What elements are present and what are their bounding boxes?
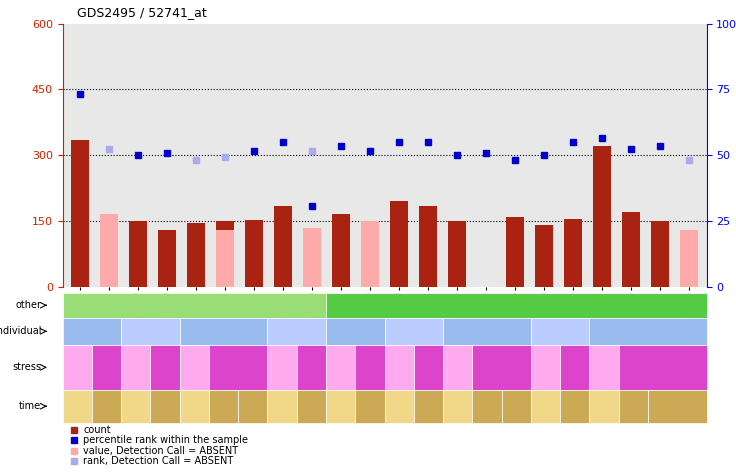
Text: uninju
red: uninju red (183, 358, 206, 377)
Text: 14 d: 14 d (506, 402, 526, 410)
Text: uninju
red: uninju red (270, 358, 294, 377)
Text: value, Detection Call = ABSENT: value, Detection Call = ABSENT (83, 446, 238, 456)
Bar (275, 206, 291, 287)
Text: 0 d: 0 d (129, 402, 143, 410)
Text: 14 d: 14 d (668, 402, 687, 410)
Text: other: other (15, 300, 41, 310)
Text: injur
ed: injur ed (566, 358, 584, 377)
Text: uninju
red: uninju red (124, 358, 148, 377)
Text: uninjured: uninjured (439, 363, 476, 372)
Bar (651, 221, 669, 287)
Bar (361, 221, 379, 287)
Text: S2: S2 (407, 326, 421, 337)
Text: smoker: smoker (496, 300, 537, 310)
Text: uninju
red: uninju red (387, 358, 411, 377)
Bar (420, 206, 436, 287)
Bar (681, 230, 698, 287)
Bar (216, 221, 234, 287)
Bar (130, 221, 146, 287)
Text: 7 d: 7 d (421, 402, 436, 410)
Text: 0 d: 0 d (70, 402, 85, 410)
Text: GDS2495 / 52741_at: GDS2495 / 52741_at (77, 6, 207, 19)
Text: injured: injured (488, 363, 515, 372)
Text: individual: individual (0, 326, 41, 337)
Text: 0 d: 0 d (597, 402, 612, 410)
Text: 0 d: 0 d (187, 402, 202, 410)
Text: S5: S5 (641, 326, 655, 337)
Text: 7 d: 7 d (626, 402, 640, 410)
Text: injur
ed: injur ed (98, 358, 116, 377)
Bar (187, 223, 205, 287)
Bar (448, 221, 466, 287)
Text: 14 d: 14 d (243, 402, 263, 410)
Text: rank, Detection Call = ABSENT: rank, Detection Call = ABSENT (83, 456, 233, 466)
Bar (593, 146, 611, 287)
Bar (158, 230, 176, 287)
Text: 7 d: 7 d (363, 402, 377, 410)
Text: 14 d: 14 d (565, 402, 585, 410)
Text: injur
ed: injur ed (420, 358, 437, 377)
Text: injur
ed: injur ed (302, 358, 320, 377)
Text: stress: stress (13, 362, 41, 373)
Bar (216, 230, 234, 287)
Text: 0 d: 0 d (392, 402, 406, 410)
Text: injur
ed: injur ed (156, 358, 174, 377)
Bar (565, 219, 582, 287)
Text: injured: injured (649, 363, 676, 372)
Bar (333, 214, 350, 287)
Bar (390, 201, 408, 287)
Text: injur
ed: injur ed (361, 358, 379, 377)
Bar (71, 140, 88, 287)
Text: NS4: NS4 (286, 326, 308, 337)
Text: 0 d: 0 d (538, 402, 553, 410)
Text: injured: injured (224, 363, 252, 372)
Bar (100, 214, 118, 287)
Text: 0 d: 0 d (275, 402, 289, 410)
Bar (506, 217, 524, 287)
Text: uninju
red: uninju red (592, 358, 616, 377)
Bar (623, 212, 640, 287)
Text: count: count (83, 425, 111, 435)
Text: 7 d: 7 d (216, 402, 231, 410)
Text: 0 d: 0 d (450, 402, 465, 410)
Text: uninju
red: uninju red (66, 358, 89, 377)
Text: S4: S4 (553, 326, 567, 337)
Text: S1: S1 (348, 326, 362, 337)
Text: uninju
red: uninju red (534, 358, 558, 377)
Text: NS1: NS1 (80, 326, 103, 337)
Text: 14 d: 14 d (301, 402, 322, 410)
Bar (245, 219, 263, 287)
Text: uninju
red: uninju red (329, 358, 353, 377)
Text: 7 d: 7 d (480, 402, 494, 410)
Bar (535, 226, 553, 287)
Text: 7 d: 7 d (99, 402, 113, 410)
Text: NS2: NS2 (139, 326, 162, 337)
Text: NS3: NS3 (212, 326, 235, 337)
Bar (303, 228, 321, 287)
Text: non-smoker: non-smoker (161, 300, 227, 310)
Text: S3: S3 (480, 326, 494, 337)
Text: 7 d: 7 d (158, 402, 172, 410)
Text: 0 d: 0 d (333, 402, 348, 410)
Text: percentile rank within the sample: percentile rank within the sample (83, 435, 248, 446)
Text: time: time (19, 401, 41, 411)
